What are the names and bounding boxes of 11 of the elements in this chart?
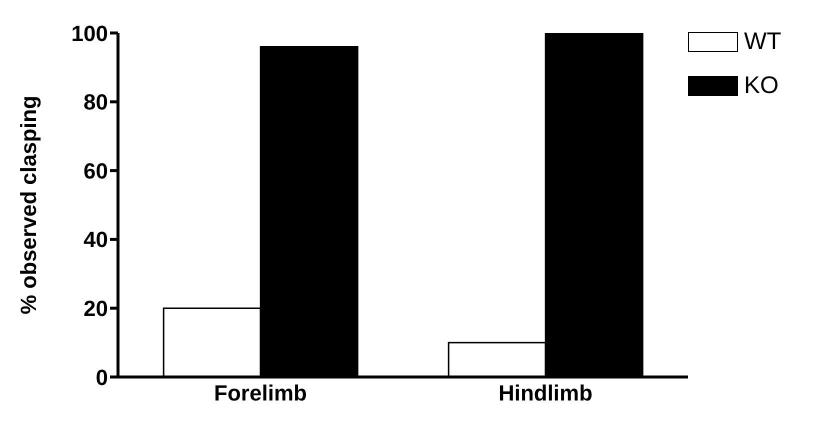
legend-label: KO: [744, 72, 779, 100]
x-tick-label: Forelimb: [214, 380, 307, 406]
y-tick-label: 80: [84, 90, 108, 115]
y-tick-label: 20: [84, 296, 108, 322]
legend-label: WT: [744, 28, 782, 56]
y-tick-label: 100: [71, 20, 108, 46]
y-tick-label: 60: [84, 158, 108, 184]
y-axis-title: % observed clasping: [16, 96, 41, 314]
y-tick-label: 0: [96, 364, 108, 390]
x-tick-label: Hindlimb: [498, 380, 593, 406]
y-tick-label: 40: [84, 227, 108, 252]
